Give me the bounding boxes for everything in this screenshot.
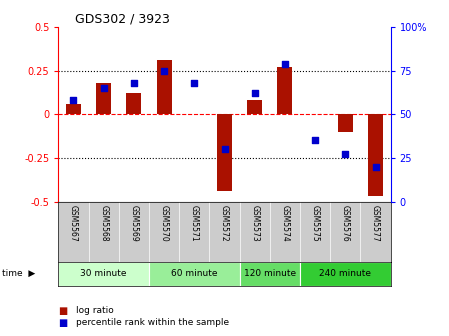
Text: percentile rank within the sample: percentile rank within the sample: [76, 318, 229, 327]
Point: [312, 138, 319, 143]
Bar: [247, 100, 262, 114]
Bar: [277, 67, 292, 114]
Bar: [240, 262, 300, 286]
Point: [191, 80, 198, 85]
Text: GSM5576: GSM5576: [341, 205, 350, 241]
Bar: [338, 114, 353, 132]
Bar: [368, 114, 383, 196]
Text: GSM5571: GSM5571: [190, 205, 199, 241]
Text: GSM5573: GSM5573: [250, 205, 259, 241]
Text: GSM5577: GSM5577: [371, 205, 380, 241]
Bar: [66, 104, 81, 114]
Point: [100, 85, 107, 91]
Text: GSM5569: GSM5569: [129, 205, 138, 241]
Text: GDS302 / 3923: GDS302 / 3923: [75, 13, 170, 26]
Point: [251, 91, 258, 96]
Bar: [58, 262, 149, 286]
Bar: [126, 93, 141, 114]
Text: ■: ■: [58, 318, 68, 328]
Text: 240 minute: 240 minute: [319, 269, 371, 278]
Point: [372, 164, 379, 169]
Point: [70, 97, 77, 103]
Bar: [217, 114, 232, 191]
Text: ■: ■: [58, 306, 68, 316]
Bar: [157, 60, 172, 114]
Point: [130, 80, 137, 85]
Text: time  ▶: time ▶: [2, 269, 35, 278]
Point: [282, 61, 289, 66]
Text: 60 minute: 60 minute: [171, 269, 218, 278]
Text: GSM5568: GSM5568: [99, 205, 108, 241]
Point: [160, 68, 167, 73]
Point: [342, 152, 349, 157]
Bar: [96, 83, 111, 114]
Text: 120 minute: 120 minute: [244, 269, 296, 278]
Text: GSM5575: GSM5575: [311, 205, 320, 241]
Bar: [300, 262, 391, 286]
Text: GSM5570: GSM5570: [159, 205, 168, 241]
Bar: [149, 262, 240, 286]
Text: log ratio: log ratio: [76, 306, 114, 315]
Text: GSM5572: GSM5572: [220, 205, 229, 241]
Text: GSM5574: GSM5574: [281, 205, 290, 241]
Point: [221, 146, 228, 152]
Text: 30 minute: 30 minute: [80, 269, 127, 278]
Text: GSM5567: GSM5567: [69, 205, 78, 241]
